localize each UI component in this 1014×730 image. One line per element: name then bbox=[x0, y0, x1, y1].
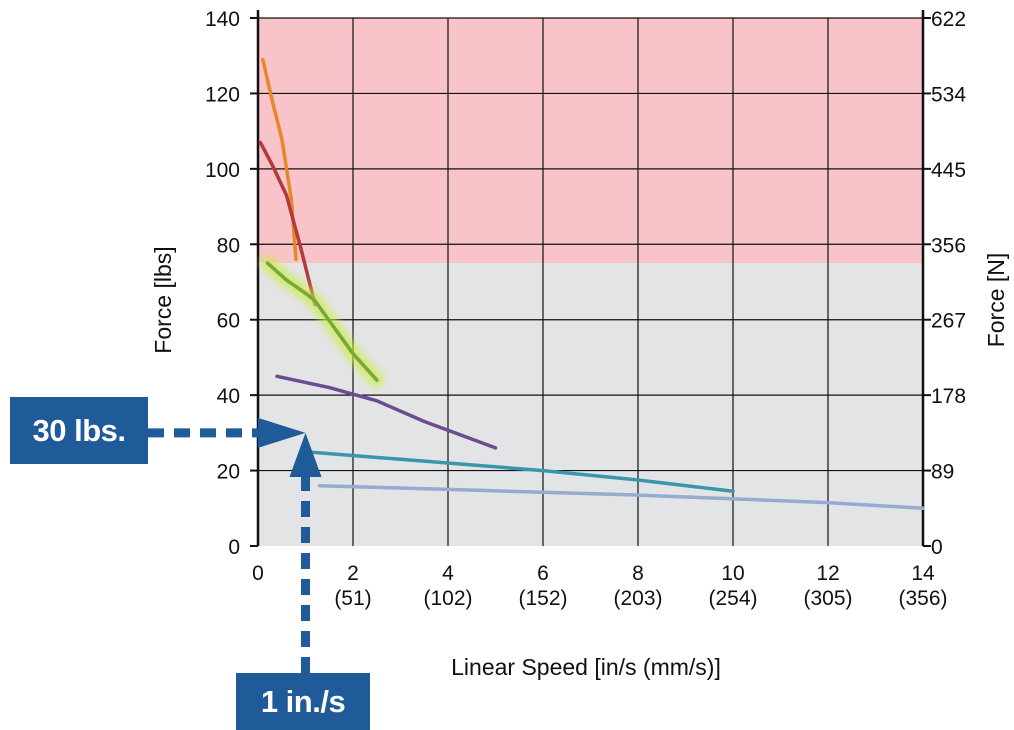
y-axis-right-title: Force [N] bbox=[983, 253, 1009, 348]
y-axis-left-title: Force [lbs] bbox=[150, 246, 176, 353]
x-axis-title: Linear Speed [in/s (mm/s)] bbox=[451, 654, 721, 680]
series-line-4 bbox=[275, 374, 498, 450]
y-tick-label-left: 100 bbox=[205, 159, 240, 182]
y-tick-label-left: 0 bbox=[228, 536, 240, 559]
force-callout-badge: 30 lbs. bbox=[10, 397, 148, 464]
x-tick-label: 4 bbox=[442, 562, 454, 585]
y-tick-label-right: 0 bbox=[931, 536, 943, 559]
series-layer bbox=[258, 57, 925, 511]
x-tick-label: 10 bbox=[721, 562, 744, 585]
y-tick-label-right: 89 bbox=[931, 461, 954, 484]
operating-region bbox=[258, 263, 923, 546]
speed-arrow-head bbox=[289, 432, 322, 477]
y-tick-label-right: 178 bbox=[931, 385, 966, 408]
x-tick-label: 6 bbox=[537, 562, 549, 585]
series-line-5 bbox=[303, 449, 735, 494]
y-tick-label-left: 80 bbox=[217, 234, 240, 257]
y-tick-label-right: 267 bbox=[931, 310, 966, 333]
y-tick-label-right: 534 bbox=[931, 83, 966, 106]
x-tick-sublabel: (254) bbox=[708, 587, 757, 610]
x-tick-sublabel: (203) bbox=[613, 587, 662, 610]
grid-layer bbox=[258, 17, 923, 546]
series-line-3 bbox=[265, 261, 379, 382]
x-tick-sublabel: (51) bbox=[334, 587, 371, 610]
tick-labels: 0 20 40 60 80 100 120 140 0 89 178 267 356 445 534 622 0… bbox=[205, 8, 966, 610]
y-tick-label-left: 60 bbox=[217, 310, 240, 333]
y-tick-label-left: 120 bbox=[205, 83, 240, 106]
x-tick-label: 0 bbox=[252, 562, 264, 585]
y-tick-label-right: 356 bbox=[931, 234, 966, 257]
x-tick-sublabel: (305) bbox=[803, 587, 852, 610]
x-tick-label: 2 bbox=[347, 562, 359, 585]
x-tick-sublabel: (356) bbox=[898, 587, 947, 610]
y-tick-label-left: 40 bbox=[217, 385, 240, 408]
x-tick-sublabel: (102) bbox=[423, 587, 472, 610]
y-tick-label-left: 20 bbox=[217, 461, 240, 484]
x-tick-label: 8 bbox=[632, 562, 644, 585]
x-tick-label: 12 bbox=[816, 562, 839, 585]
axes-layer bbox=[250, 10, 931, 547]
region-layer bbox=[258, 18, 923, 546]
x-tick-label: 14 bbox=[911, 562, 935, 585]
over-limit-region bbox=[258, 18, 923, 264]
y-tick-label-right: 445 bbox=[931, 159, 966, 182]
x-tick-sublabel: (152) bbox=[518, 587, 567, 610]
force-arrow-head bbox=[258, 417, 306, 448]
speed-callout-badge: 1 in./s bbox=[236, 673, 370, 730]
series-line-6 bbox=[318, 483, 925, 511]
speed-force-markers bbox=[148, 417, 322, 673]
y-tick-label-right: 622 bbox=[931, 8, 966, 31]
y-tick-label-left: 140 bbox=[205, 8, 240, 31]
series-line-2 bbox=[258, 140, 317, 307]
